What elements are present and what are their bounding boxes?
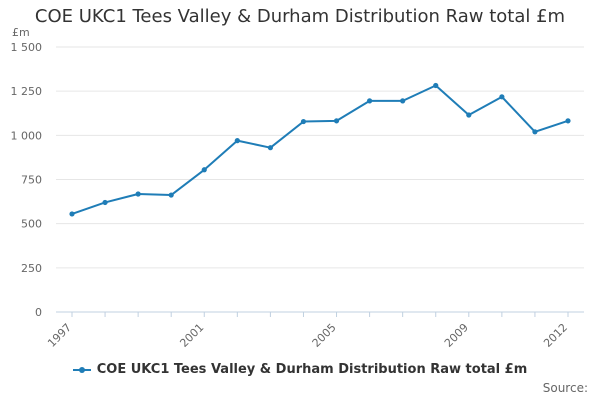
series-line	[71, 84, 569, 215]
data-point[interactable]	[69, 211, 75, 217]
y-tick-label: 750	[21, 174, 42, 187]
x-tick-label: 2005	[310, 321, 339, 350]
y-tick-label: 250	[21, 262, 42, 275]
data-point[interactable]	[168, 192, 174, 198]
data-point[interactable]	[201, 167, 207, 173]
data-point[interactable]	[300, 118, 307, 125]
data-point[interactable]	[466, 112, 472, 118]
y-tick-label: 500	[21, 218, 42, 231]
data-point[interactable]	[234, 138, 240, 144]
x-tick-label: 2001	[177, 321, 206, 350]
series-group	[69, 82, 571, 217]
x-tick-label: 2009	[442, 321, 471, 350]
x-axis: 1997 2001 2005 2009 2012	[45, 311, 584, 350]
data-point[interactable]	[267, 145, 273, 151]
legend[interactable]: COE UKC1 Tees Valley & Durham Distributi…	[0, 362, 600, 379]
legend-label: COE UKC1 Tees Valley & Durham Distributi…	[96, 362, 528, 377]
data-point[interactable]	[102, 199, 108, 206]
y-tick-label: 1 500	[11, 41, 43, 54]
chart-title: COE UKC1 Tees Valley & Durham Distributi…	[34, 6, 566, 27]
y-tick-label: 0	[35, 306, 42, 319]
data-point[interactable]	[565, 118, 571, 124]
data-point[interactable]	[532, 129, 538, 135]
source-label: Source:	[542, 381, 588, 395]
y-tick-label: 1 000	[11, 129, 43, 142]
data-point[interactable]	[499, 94, 505, 100]
data-point[interactable]	[400, 98, 406, 104]
legend-swatch-icon	[72, 365, 91, 375]
data-point[interactable]	[135, 191, 141, 197]
y-axis: 0 250 500 750 1 000 1 250 1 500	[11, 41, 43, 319]
data-point[interactable]	[433, 82, 439, 89]
y-axis-unit-label: £m	[12, 26, 30, 39]
x-tick-label: 2012	[541, 321, 570, 350]
grid-lines	[56, 46, 584, 313]
x-tick-label: 1997	[45, 321, 74, 350]
data-point[interactable]	[333, 118, 340, 124]
data-point[interactable]	[367, 98, 373, 104]
y-tick-label: 1 250	[11, 85, 43, 98]
